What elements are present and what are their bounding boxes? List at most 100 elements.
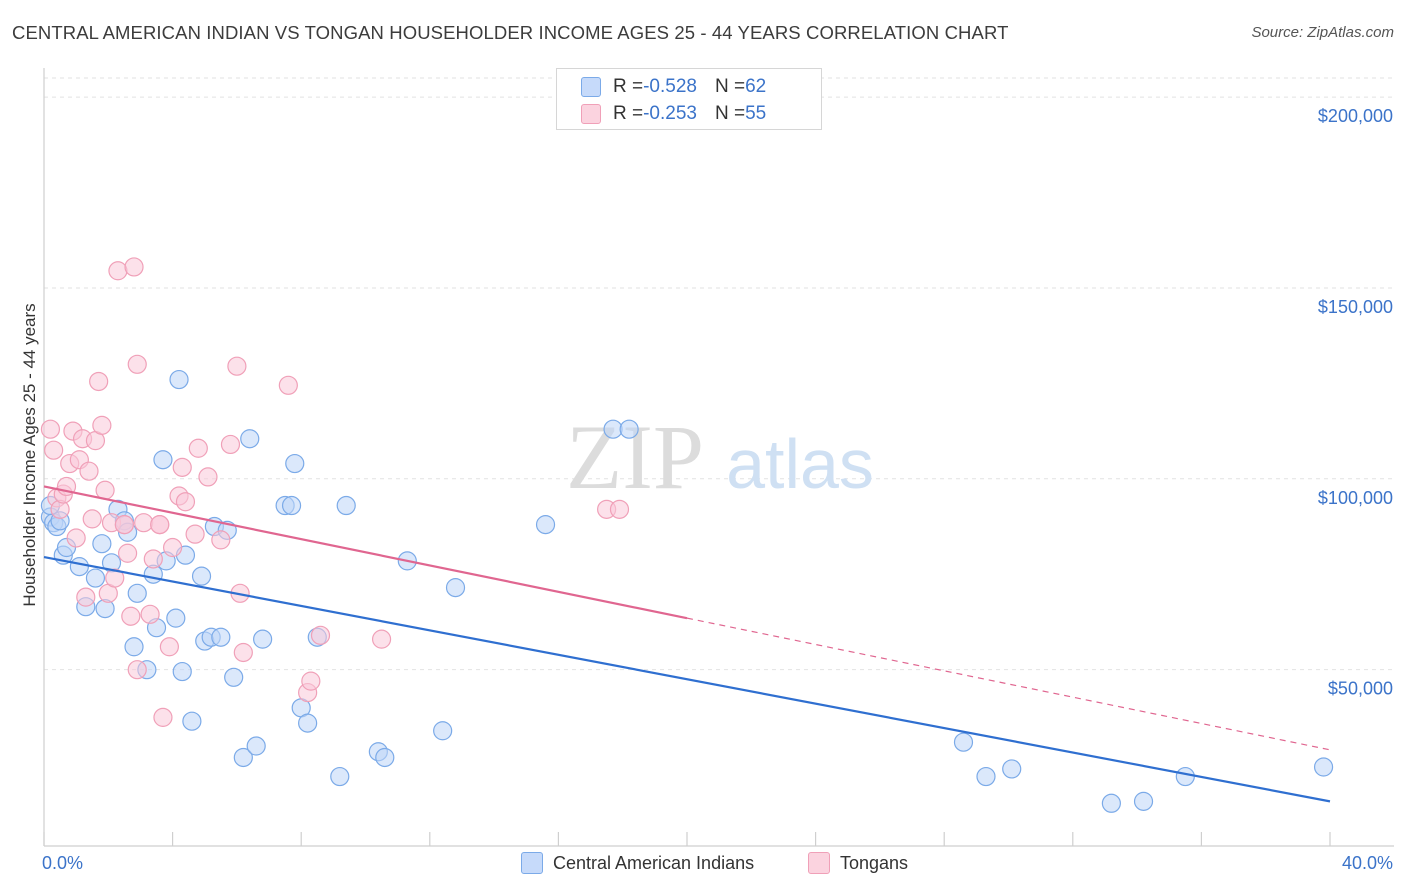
point-central-american-indians (172, 661, 192, 682)
legend-n-value: 55 (745, 103, 767, 124)
point-central-american-indians (953, 732, 974, 752)
legend-swatch-pink (808, 852, 830, 874)
legend-n-value: 62 (745, 76, 767, 97)
y-tick-label: $50,000 (1328, 679, 1393, 699)
x-tick-label-min: 0.0% (42, 853, 83, 873)
point-tongans (233, 642, 253, 663)
legend-r-label: R = (613, 76, 644, 97)
point-tongans (301, 671, 321, 691)
legend-swatch-pink (581, 104, 601, 124)
point-central-american-indians (191, 566, 212, 586)
point-tongans (310, 625, 331, 645)
watermark-atlas: atlas (726, 425, 874, 503)
point-tongans (220, 434, 241, 455)
point-tongans (134, 513, 154, 533)
point-central-american-indians (433, 721, 453, 741)
point-tongans (172, 457, 192, 477)
point-tongans (175, 492, 196, 512)
chart-title: CENTRAL AMERICAN INDIAN VS TONGAN HOUSEH… (12, 22, 1009, 43)
point-central-american-indians (166, 608, 186, 628)
legend-n-label: N = (714, 76, 746, 97)
legend-item-central-american-indians[interactable]: Central American Indians (521, 852, 754, 874)
point-tongans (108, 261, 128, 281)
point-tongans (371, 629, 392, 649)
point-tongans (82, 509, 102, 529)
watermark-zip: ZIP (566, 406, 704, 508)
point-tongans (89, 371, 109, 392)
point-tongans (188, 438, 208, 458)
point-central-american-indians (976, 766, 996, 787)
point-central-american-indians (330, 766, 350, 787)
point-central-american-indians (124, 637, 144, 657)
point-tongans (278, 375, 298, 395)
point-central-american-indians (1175, 766, 1195, 787)
point-tongans (159, 637, 179, 657)
point-tongans (92, 415, 112, 435)
trend-line-tongans-extension (686, 617, 1331, 751)
watermark: ZIP atlas (566, 406, 874, 508)
y-tick-label: $150,000 (1318, 297, 1393, 317)
trend-line-tongans (43, 485, 688, 620)
point-tongans (66, 528, 86, 548)
legend-swatch-blue (521, 852, 543, 874)
point-tongans (127, 354, 147, 374)
trend-lines (43, 485, 1331, 803)
point-central-american-indians (619, 419, 639, 439)
y-tick-label: $200,000 (1318, 106, 1393, 126)
point-tongans (609, 499, 630, 519)
point-tongans (127, 660, 147, 680)
point-central-american-indians (336, 495, 356, 516)
legend-label: Central American Indians (553, 852, 755, 873)
legend-row-central-american: R = -0.528 N = 62 (581, 75, 766, 99)
point-tongans (211, 530, 231, 550)
point-tongans (140, 604, 160, 624)
point-tongans (105, 568, 125, 588)
point-central-american-indians (153, 450, 173, 470)
point-tongans (121, 606, 141, 626)
point-central-american-indians (1101, 793, 1121, 813)
point-tongans (44, 440, 64, 460)
legend-r-value: -0.253 (643, 103, 697, 124)
point-central-american-indians (169, 369, 189, 390)
point-tongans (76, 587, 96, 607)
point-tongans (117, 543, 138, 563)
point-central-american-indians (240, 429, 260, 449)
legend-label: Tongans (840, 852, 909, 873)
point-central-american-indians (281, 495, 302, 516)
point-central-american-indians (182, 711, 202, 731)
axes (43, 68, 1394, 847)
legend-row-tongan: R = -0.253 N = 55 (581, 102, 766, 126)
point-tongans (150, 515, 170, 535)
point-central-american-indians (298, 713, 318, 733)
trend-line-central-american-indians (43, 555, 1331, 803)
point-central-american-indians (92, 534, 112, 554)
series-legend: Central American Indians Tongans (0, 852, 1406, 878)
point-central-american-indians (85, 568, 106, 588)
point-central-american-indians (253, 629, 273, 649)
point-tongans (227, 356, 247, 376)
point-central-american-indians (603, 419, 623, 439)
point-tongans (198, 467, 218, 487)
y-tick-label: $100,000 (1318, 488, 1393, 508)
point-central-american-indians (445, 578, 466, 598)
point-central-american-indians (1133, 791, 1154, 811)
data-points (40, 257, 1334, 813)
legend-item-tongans[interactable]: Tongans (808, 852, 908, 874)
point-tongans (114, 515, 134, 535)
point-central-american-indians (233, 747, 253, 768)
point-central-american-indians (127, 583, 147, 603)
point-central-american-indians (211, 627, 231, 647)
legend-swatch-blue (581, 77, 601, 97)
x-tick-label-max: 40.0% (1342, 853, 1393, 873)
point-tongans (163, 537, 183, 558)
point-tongans (79, 461, 99, 481)
correlation-legend: R = -0.528 N = 62 R = -0.253 N = 55 (556, 68, 822, 130)
point-central-american-indians (285, 453, 305, 474)
point-central-american-indians (375, 747, 395, 768)
legend-n-label: N = (714, 103, 746, 124)
point-central-american-indians (1002, 759, 1022, 779)
legend-r-label: R = (613, 103, 644, 124)
tick-labels: $50,000 $100,000 $150,000 $200,000 0.0% 40.0% (42, 106, 1393, 873)
point-central-american-indians (224, 667, 244, 687)
